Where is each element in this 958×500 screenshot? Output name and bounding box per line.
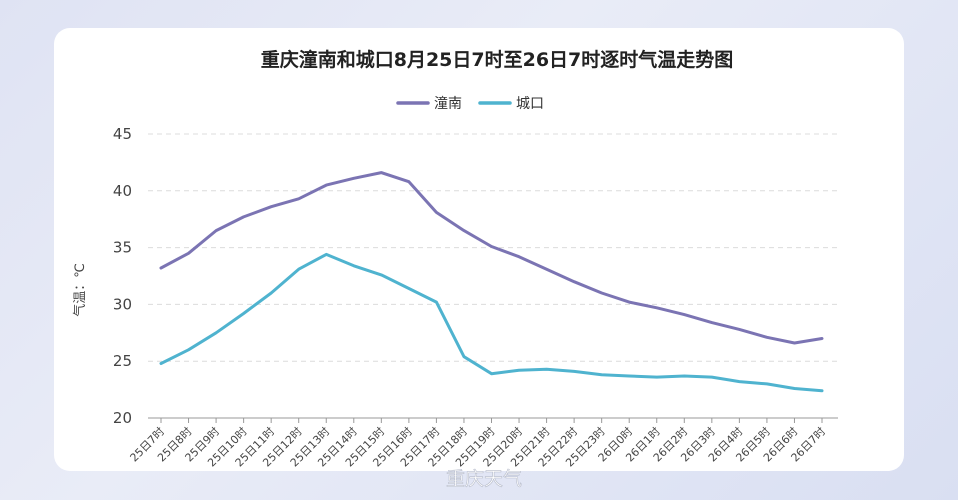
data-point	[188, 252, 190, 254]
data-point	[601, 292, 603, 294]
data-point	[546, 368, 548, 370]
data-point	[766, 383, 768, 385]
y-tick-label: 30	[113, 295, 132, 313]
data-point	[353, 177, 355, 179]
data-point	[408, 287, 410, 289]
data-point	[573, 281, 575, 283]
data-point	[573, 370, 575, 372]
data-point	[821, 390, 823, 392]
data-point	[215, 332, 217, 334]
data-point	[215, 230, 217, 232]
data-point	[435, 211, 437, 213]
y-tick-label: 35	[113, 239, 132, 257]
chart-title: 重庆潼南和城口8月25日7时至26日7时逐时气温走势图	[261, 48, 734, 71]
data-point	[435, 301, 437, 303]
data-point	[463, 230, 465, 232]
data-point	[601, 374, 603, 376]
watermark: 重庆天气	[446, 468, 522, 490]
y-tick-label: 25	[113, 352, 132, 370]
data-point	[656, 307, 658, 309]
data-point	[243, 216, 245, 218]
y-tick-label: 40	[113, 182, 132, 200]
data-point	[628, 375, 630, 377]
legend-label-chengkou: 城口	[516, 96, 544, 112]
y-tick-labels: 20 25 30 35 40 45	[113, 125, 132, 427]
data-point	[298, 268, 300, 270]
series-lines	[159, 171, 824, 393]
data-point	[546, 268, 548, 270]
data-point	[298, 198, 300, 200]
series-line-chengkou	[159, 252, 824, 393]
data-point	[270, 206, 272, 208]
y-tick-label: 20	[113, 409, 132, 427]
data-point	[188, 349, 190, 351]
data-point	[463, 356, 465, 358]
data-point	[380, 172, 382, 174]
y-axis-label: 气温：℃	[72, 263, 88, 317]
data-point	[353, 265, 355, 267]
x-tick-labels: 25日7时25日8时25日9时25日10时25日11时25日12时25日13时2…	[128, 418, 828, 469]
y-tick-label: 45	[113, 125, 132, 143]
legend: 潼南 城口	[396, 95, 544, 112]
data-point	[518, 256, 520, 258]
data-point	[738, 381, 740, 383]
data-point	[683, 314, 685, 316]
data-point	[793, 342, 795, 344]
data-point	[711, 376, 713, 378]
data-point	[408, 181, 410, 183]
data-point	[518, 369, 520, 371]
data-point	[628, 301, 630, 303]
data-point	[160, 267, 162, 269]
data-point	[160, 362, 162, 364]
data-point	[793, 387, 795, 389]
data-point	[711, 322, 713, 324]
data-point	[380, 274, 382, 276]
legend-label-tongnan: 潼南	[434, 95, 462, 112]
data-point	[325, 184, 327, 186]
data-point	[243, 312, 245, 314]
data-point	[821, 337, 823, 339]
data-point	[683, 375, 685, 377]
data-point	[738, 328, 740, 330]
series-line-tongnan	[159, 171, 824, 345]
data-point	[270, 292, 272, 294]
data-point	[766, 336, 768, 338]
data-point	[656, 376, 658, 378]
data-point	[491, 245, 492, 247]
data-point	[325, 253, 327, 255]
data-point	[491, 373, 492, 375]
